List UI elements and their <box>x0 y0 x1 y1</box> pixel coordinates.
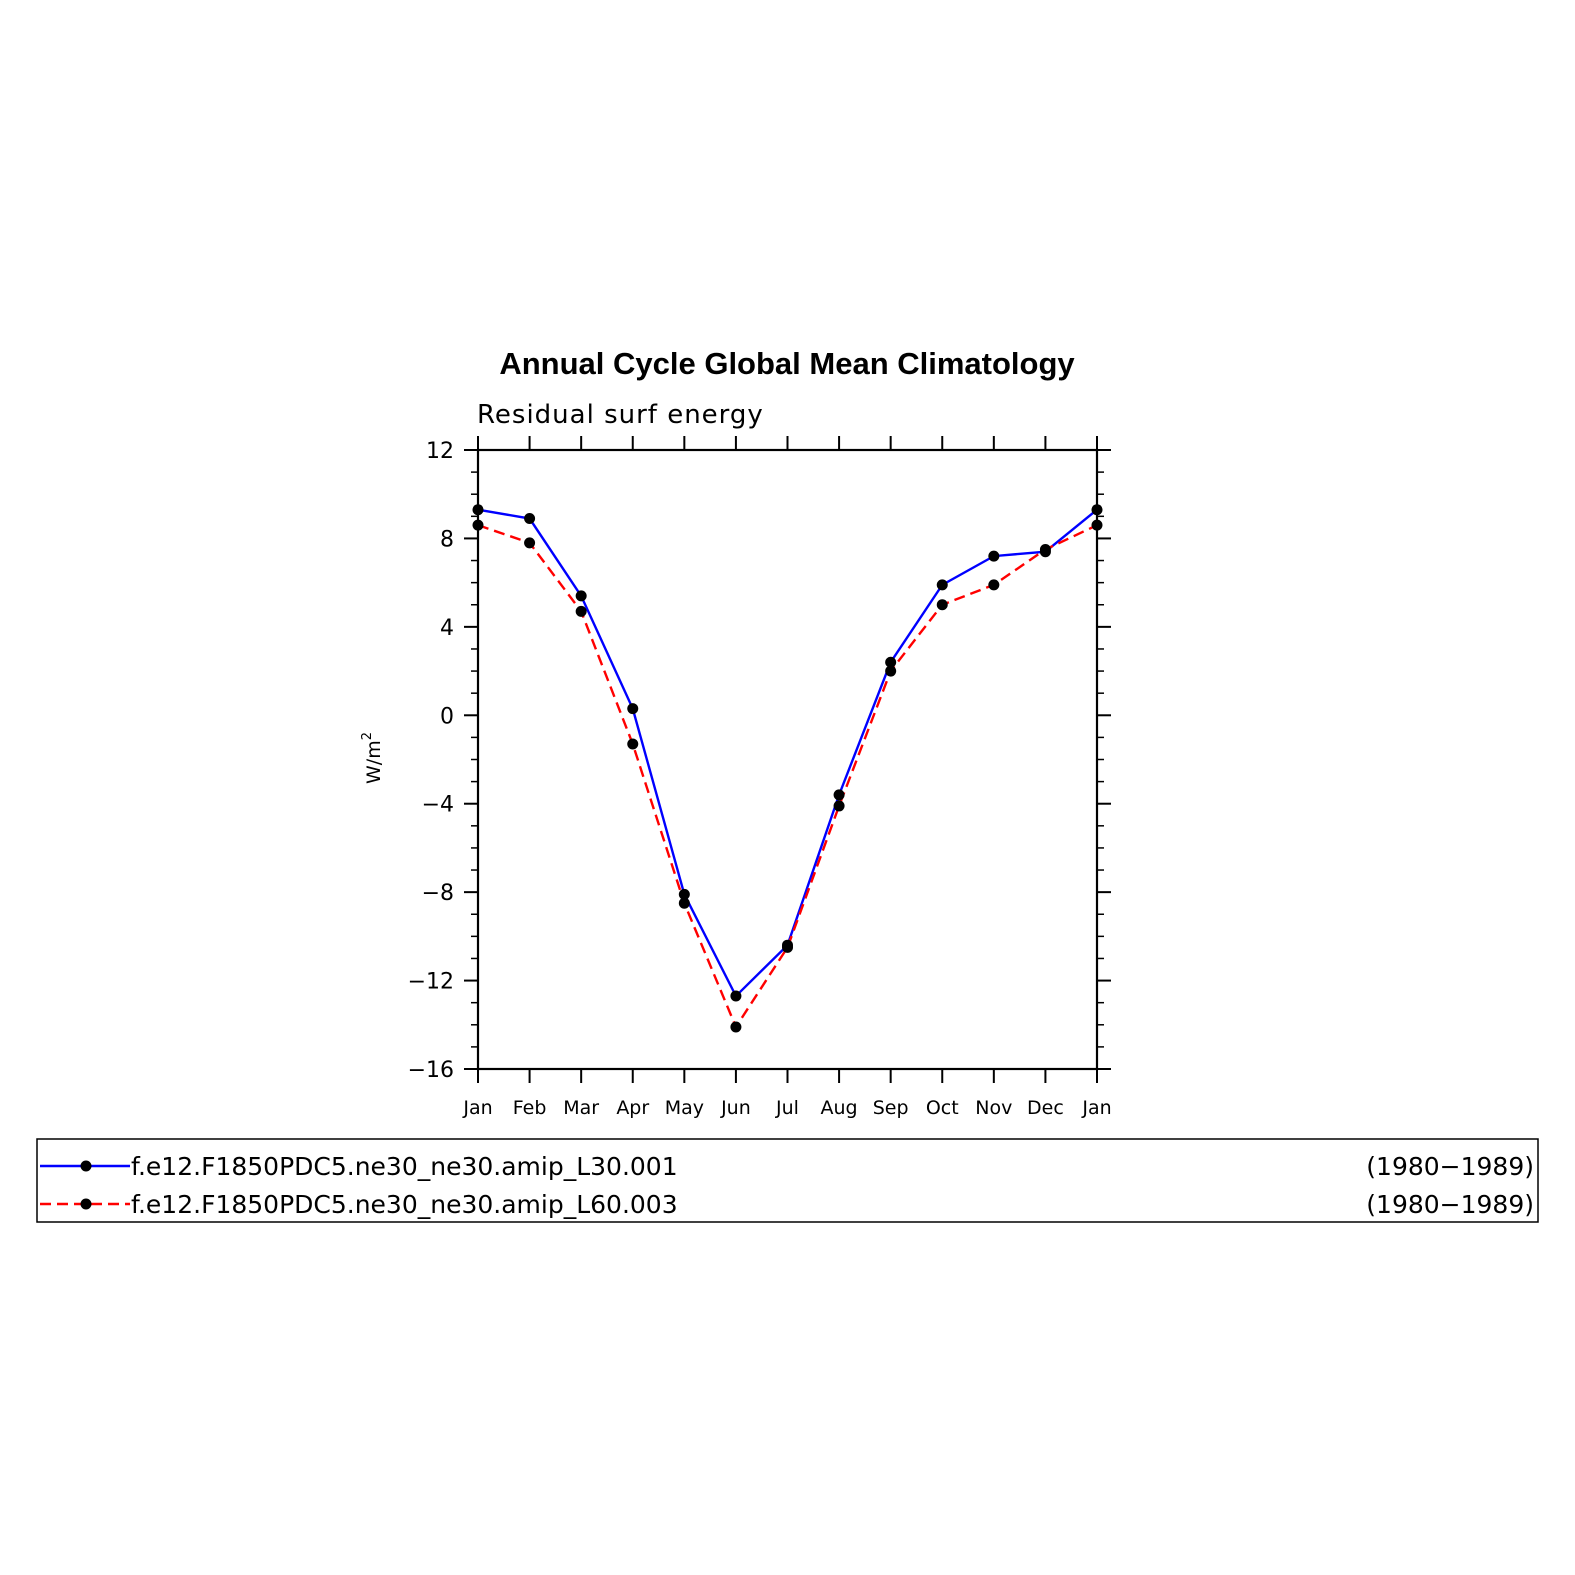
x-tick-label: Mar <box>563 1097 599 1119</box>
legend-label-1: f.e12.F1850PDC5.ne30_ne30.amip_L30.001 <box>131 1152 678 1181</box>
series-line-1 <box>477 508 1098 999</box>
x-tick-label: Jan <box>462 1097 492 1119</box>
legend-period-1: (1980−1989) <box>1366 1152 1534 1181</box>
x-tick-label: Jan <box>1081 1097 1111 1119</box>
chart-subtitle: Residual surf energy <box>477 400 764 430</box>
series-1-point <box>524 513 536 525</box>
series-1-point <box>627 703 639 715</box>
x-tick-label: Dec <box>1027 1097 1064 1119</box>
axes: 12 8 4 0 −4 −8 −12 −16 Jan Feb Mar Apr May Jun Jul Aug S… <box>408 436 1112 1119</box>
plot-frame <box>476 448 1099 1071</box>
x-tick-label: Jun <box>720 1097 751 1119</box>
y-tick-label: −4 <box>422 793 454 818</box>
series-2-point <box>1039 543 1051 555</box>
legend-marker-1 <box>80 1160 92 1172</box>
series-layer <box>472 504 1103 1033</box>
x-tick-label: Sep <box>873 1097 909 1119</box>
series-1-point <box>988 550 1000 562</box>
series-1-point <box>472 504 484 516</box>
chart-title: Annual Cycle Global Mean Climatology <box>499 346 1075 381</box>
legend-label-2: f.e12.F1850PDC5.ne30_ne30.amip_L60.003 <box>131 1190 678 1219</box>
legend-marker-2 <box>80 1198 92 1210</box>
series-2-point <box>575 605 587 617</box>
series-2-point <box>730 1021 742 1033</box>
series-2-point <box>678 897 690 909</box>
series-1-point <box>678 888 690 900</box>
series-1-point <box>833 789 845 801</box>
series-2-point <box>833 800 845 812</box>
legend-box <box>36 1138 1539 1223</box>
series-2-point <box>472 519 484 531</box>
series-2-point <box>1091 519 1103 531</box>
legend-period-2: (1980−1989) <box>1366 1190 1534 1219</box>
series-2-point <box>782 941 793 953</box>
y-tick-label: −8 <box>422 881 454 906</box>
x-tick-label: Feb <box>513 1097 547 1119</box>
y-tick-label: −12 <box>408 970 454 995</box>
series-2-point <box>885 665 897 677</box>
series-1-point <box>730 990 742 1002</box>
series-2-point <box>936 599 948 611</box>
series-1-point <box>936 579 948 591</box>
series-1-point <box>575 590 587 602</box>
legend: f.e12.F1850PDC5.ne30_ne30.amip_L30.001 (1… <box>40 1152 1534 1219</box>
x-tick-label: Apr <box>616 1097 649 1119</box>
y-tick-label: 12 <box>426 439 454 464</box>
series-1-point <box>1091 504 1103 516</box>
series-1-point <box>885 656 897 668</box>
x-tick-label: Nov <box>975 1097 1012 1119</box>
x-tick-label: Jul <box>775 1097 799 1119</box>
x-tick-label: Aug <box>821 1097 858 1119</box>
y-axis-label: W/m2 <box>360 732 385 784</box>
series-2-point <box>988 579 1000 591</box>
y-tick-label: −16 <box>408 1058 454 1083</box>
y-tick-label: 4 <box>440 616 454 641</box>
y-tick-label: 0 <box>440 704 454 729</box>
series-2-point <box>524 537 536 549</box>
y-axis-label-text: W/m <box>363 740 385 784</box>
y-axis-label-superscript: 2 <box>360 732 375 740</box>
svg-text:W/m2: W/m2 <box>360 732 385 784</box>
x-tick-label: Oct <box>926 1097 959 1119</box>
series-2-point <box>627 738 639 750</box>
x-tick-label: May <box>665 1097 704 1119</box>
y-tick-label: 8 <box>440 527 454 552</box>
